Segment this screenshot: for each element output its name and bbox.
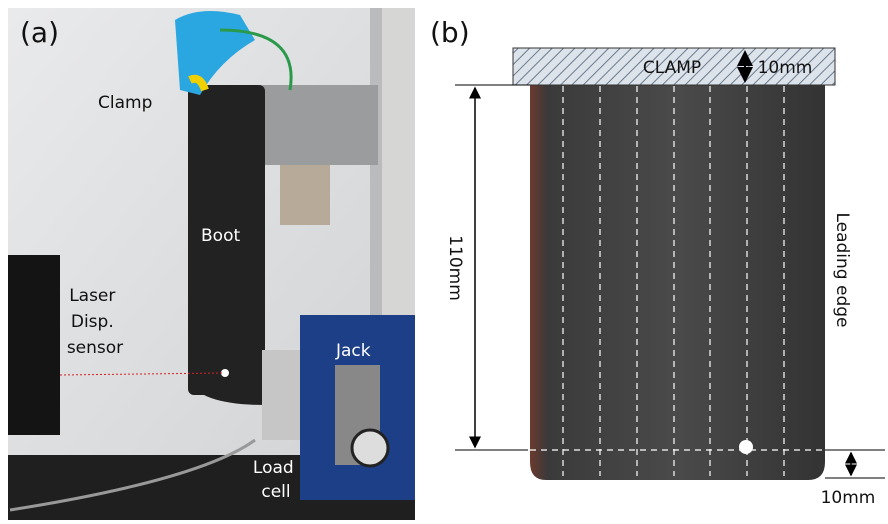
photo-a: [8, 8, 415, 520]
dimension: 110mm: [445, 235, 465, 301]
annotation: Clamp: [98, 93, 152, 113]
annotation-line: sensor: [67, 338, 123, 358]
annotation-line: cell: [261, 482, 290, 502]
annotation: Boot: [201, 226, 240, 246]
annotation-line: Load: [253, 458, 294, 478]
panel-label: (b): [430, 16, 470, 49]
annotation: Trailing edge: [498, 215, 518, 325]
dimension: 10mm: [758, 58, 813, 78]
annotation: Jack: [335, 341, 371, 361]
annotation-line: Disp.: [71, 312, 114, 332]
dimension: 10mm: [821, 488, 876, 508]
figure: (a) Clamp Boot Laser Disp. sensor Jack L…: [0, 0, 888, 524]
panel-label: (a): [20, 16, 59, 49]
photo-b: [455, 48, 885, 480]
annotation: Laser Disp. sensor: [67, 286, 123, 358]
clamp-label: CLAMP: [643, 58, 701, 78]
annotation: Leading edge: [832, 212, 852, 327]
annotation-line: Laser: [69, 286, 115, 306]
